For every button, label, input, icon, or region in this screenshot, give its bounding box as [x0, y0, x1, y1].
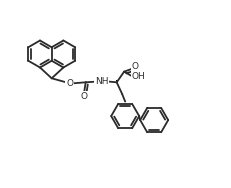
- Text: O: O: [132, 62, 139, 71]
- Text: O: O: [66, 79, 73, 88]
- Text: OH: OH: [132, 72, 146, 81]
- Text: NH: NH: [95, 77, 108, 86]
- Text: O: O: [80, 92, 87, 101]
